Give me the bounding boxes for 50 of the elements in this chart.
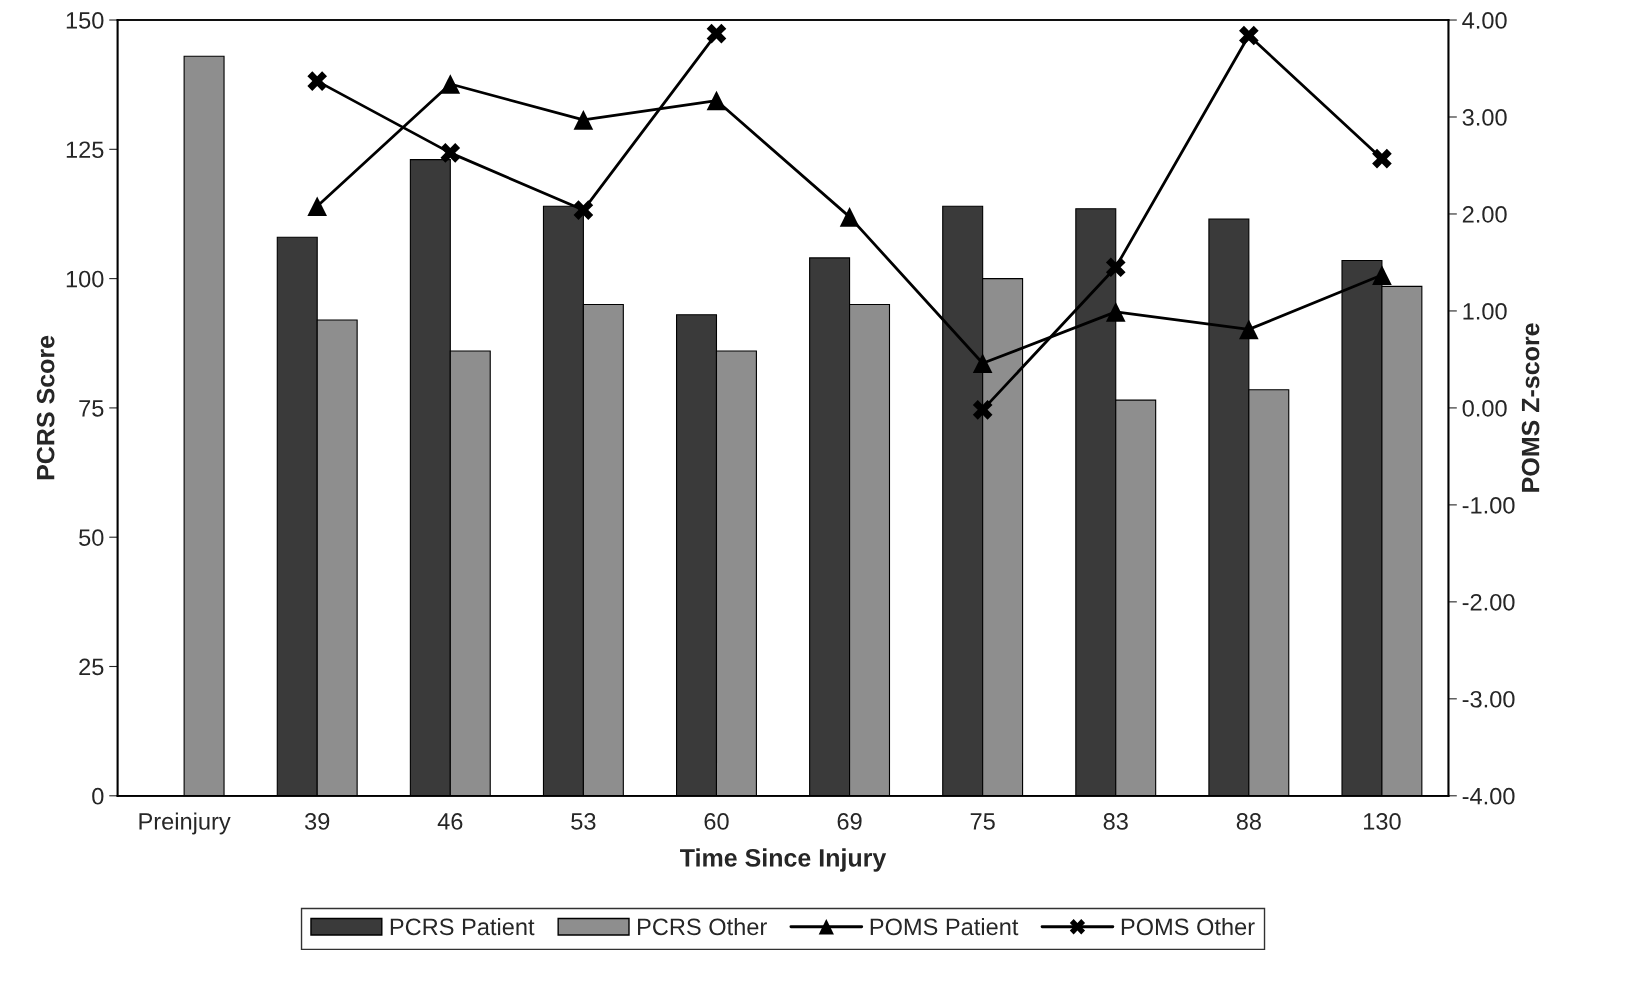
y2-tick-label: -2.00 xyxy=(1462,593,1515,611)
point xyxy=(307,71,328,91)
y2-tick-label: -4.00 xyxy=(1462,787,1515,805)
x-tick-label: 60 xyxy=(704,813,729,830)
point xyxy=(972,353,993,374)
x-tick-label: 53 xyxy=(571,813,596,830)
point xyxy=(1372,265,1392,285)
y-tick-label: 125 xyxy=(66,141,104,159)
point xyxy=(1105,257,1126,278)
x-tick-label: 130 xyxy=(1364,813,1401,830)
legend-label: PCRS Other xyxy=(638,917,767,936)
x-tick-label: 46 xyxy=(437,813,463,830)
y2-tick-label: 0.00 xyxy=(1462,399,1507,417)
point xyxy=(1239,25,1259,46)
x-tick-label: 39 xyxy=(304,813,330,830)
y-tick-label: 50 xyxy=(79,529,104,546)
point xyxy=(1105,302,1126,322)
y-axis-title: PCRS Score xyxy=(36,335,55,480)
x-axis-title: Time Since Injury xyxy=(680,848,887,872)
x-tick-label: 69 xyxy=(837,813,862,830)
y2-tick-label: 2.00 xyxy=(1462,206,1507,223)
point xyxy=(1372,148,1392,169)
point xyxy=(573,110,594,130)
x-tick-label: Preinjury xyxy=(139,812,231,835)
y-tick-label: 150 xyxy=(66,12,104,29)
point xyxy=(1239,319,1259,340)
y2-tick-label: 4.00 xyxy=(1462,12,1507,29)
point xyxy=(440,143,461,163)
y2-tick-label: 3.00 xyxy=(1462,109,1507,126)
y-tick-label: 100 xyxy=(66,270,104,288)
x-tick-label: 83 xyxy=(1103,813,1128,830)
y-tick-label: 25 xyxy=(79,658,104,676)
legend-label: PCRS Patient xyxy=(390,917,535,936)
point xyxy=(706,23,727,44)
y2-tick-label: -3.00 xyxy=(1462,690,1515,708)
legend-label: POMS Patient xyxy=(870,917,1019,936)
legend-label: POMS Other xyxy=(1121,917,1255,936)
point xyxy=(706,90,727,111)
y2-axis-title: POMS Z-score xyxy=(1521,323,1540,492)
x-tick-label: 88 xyxy=(1236,813,1261,830)
point xyxy=(307,196,328,217)
y2-tick-label: -1.00 xyxy=(1462,496,1515,514)
y2-tick-label: 1.00 xyxy=(1463,303,1507,320)
x-tick-label: 75 xyxy=(970,813,995,830)
point xyxy=(839,207,860,227)
point xyxy=(440,74,461,94)
point xyxy=(573,200,594,220)
y-tick-label: 0 xyxy=(92,787,104,805)
point xyxy=(972,400,993,420)
y-tick-label: 75 xyxy=(79,400,104,417)
